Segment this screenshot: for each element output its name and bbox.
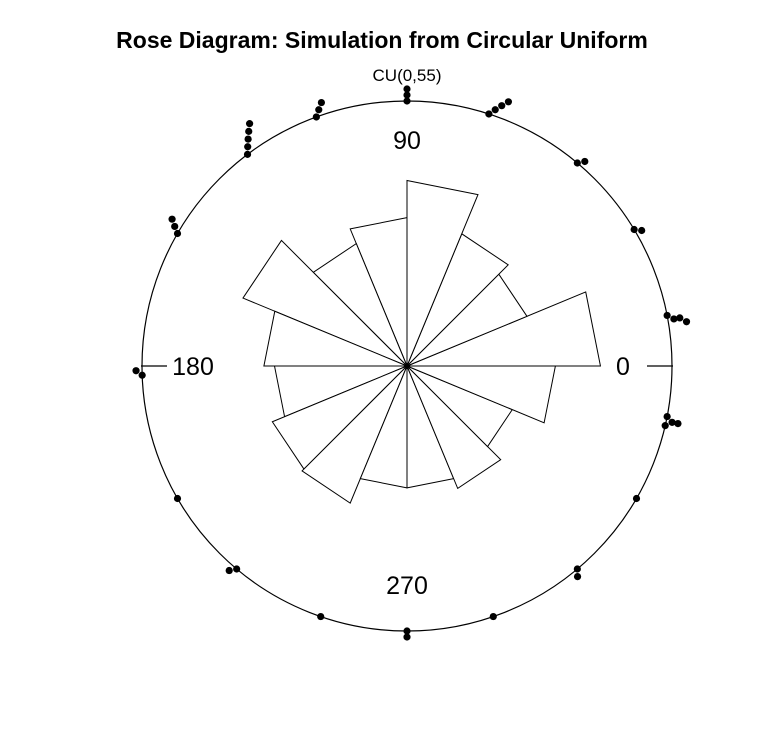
data-point	[403, 627, 411, 635]
data-point	[581, 157, 589, 166]
data-point	[491, 106, 499, 114]
data-point	[670, 315, 678, 323]
data-point	[244, 143, 252, 151]
axis-labels: 0 90 180 270	[172, 127, 630, 600]
chart-subtitle: CU(0,55)	[372, 66, 442, 85]
data-point	[243, 150, 252, 158]
data-point	[485, 110, 493, 118]
petals	[242, 179, 602, 504]
data-point	[676, 314, 684, 322]
data-points	[132, 85, 691, 641]
data-point	[245, 120, 254, 128]
data-point	[498, 102, 506, 110]
data-point	[173, 494, 182, 503]
data-point	[573, 159, 581, 167]
data-point	[682, 318, 691, 326]
data-point	[168, 215, 176, 223]
data-point	[489, 612, 497, 621]
data-point	[403, 85, 411, 93]
data-point	[317, 98, 326, 107]
data-point	[573, 565, 581, 573]
data-point	[132, 367, 140, 375]
data-point	[244, 135, 252, 143]
tick-label-0: 0	[616, 353, 630, 381]
data-point	[245, 127, 253, 135]
data-point	[138, 371, 146, 379]
tick-label-180: 180	[172, 353, 214, 381]
data-point	[630, 225, 638, 234]
tick-label-90: 90	[393, 127, 421, 155]
data-point	[638, 226, 646, 235]
center-point	[404, 363, 410, 369]
data-point	[171, 222, 179, 231]
data-point	[573, 573, 582, 581]
data-point	[315, 106, 323, 114]
data-point	[312, 113, 320, 121]
tick-label-270: 270	[386, 572, 428, 600]
data-point	[632, 494, 641, 503]
data-point	[317, 612, 325, 621]
data-point	[504, 98, 513, 106]
data-point	[668, 418, 676, 426]
data-point	[661, 422, 669, 430]
data-point	[173, 229, 182, 238]
petal-15	[406, 365, 557, 424]
data-point	[403, 633, 411, 641]
data-point	[674, 419, 682, 428]
chart-title: Rose Diagram: Simulation from Circular U…	[116, 27, 648, 53]
data-point	[403, 91, 411, 99]
data-point	[225, 566, 233, 575]
data-point	[663, 412, 671, 421]
data-point	[403, 97, 411, 105]
data-point	[233, 565, 241, 573]
data-point	[663, 311, 671, 320]
